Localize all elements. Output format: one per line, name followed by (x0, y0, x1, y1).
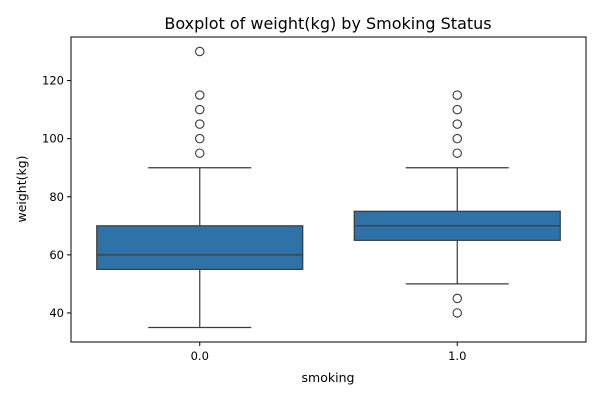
y-tick-label: 80 (49, 190, 64, 204)
outlier-point (452, 133, 462, 144)
plot-area-frame (70, 36, 587, 343)
y-tick-label: 40 (49, 306, 64, 320)
chart-marks (96, 46, 561, 329)
chart-title: Boxplot of weight(kg) by Smoking Status (164, 14, 491, 33)
outlier-point (195, 119, 205, 129)
outlier-point (452, 293, 462, 304)
outlier-point (195, 104, 205, 115)
outlier-point (195, 90, 205, 100)
box-group-1.0 (353, 90, 561, 318)
outlier-point (452, 148, 462, 158)
x-axis: 0.0 1.0 (191, 342, 466, 363)
y-axis-label: weight(kg) (14, 155, 29, 222)
x-tick-label: 0.0 (191, 349, 209, 363)
y-tick-label: 100 (42, 132, 64, 146)
y-tick-label: 120 (42, 74, 64, 88)
y-tick-label: 60 (49, 248, 64, 262)
y-axis: 40 60 80 100 120 (42, 74, 71, 320)
outlier-point (452, 104, 462, 115)
outlier-point (452, 119, 462, 129)
iqr-box (96, 225, 304, 270)
outlier-point (195, 133, 205, 144)
x-tick-label: 1.0 (448, 349, 466, 363)
outlier-point (452, 90, 462, 100)
outlier-point (452, 308, 462, 318)
outlier-point (195, 148, 205, 158)
outlier-point (195, 46, 205, 57)
box-group-0.0 (96, 46, 304, 329)
x-axis-label: smoking (302, 370, 355, 385)
